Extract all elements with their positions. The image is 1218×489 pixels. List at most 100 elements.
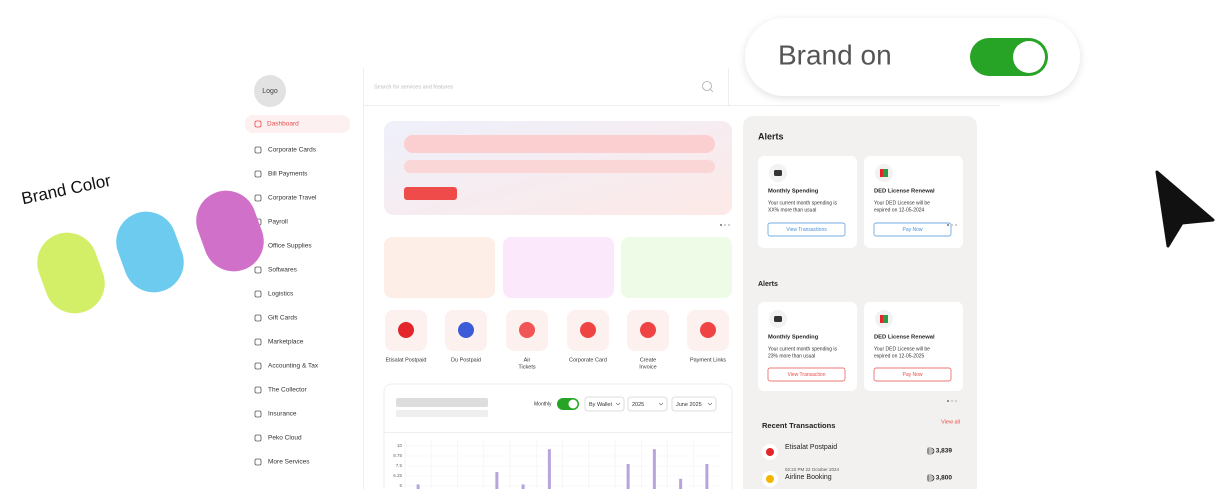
placeholder bbox=[396, 398, 488, 407]
chevron bbox=[707, 402, 713, 406]
banner-button[interactable] bbox=[404, 187, 457, 200]
service-label: Air bbox=[524, 357, 531, 363]
service-label: Tickets bbox=[518, 364, 535, 370]
menu-icon bbox=[254, 170, 262, 178]
menu-item[interactable]: The Collector bbox=[268, 387, 307, 394]
color-swatch[interactable] bbox=[108, 203, 192, 301]
recent-title: Recent Transactions bbox=[762, 421, 835, 430]
menu-item[interactable]: Softwares bbox=[268, 267, 298, 274]
service-label: Payment Links bbox=[690, 357, 726, 363]
service-label: Create bbox=[640, 357, 657, 363]
alert-button[interactable] bbox=[873, 222, 952, 237]
alert-body: Your DED License will be bbox=[874, 346, 930, 352]
menu-item[interactable]: Payroll bbox=[268, 219, 288, 226]
alert-button[interactable] bbox=[767, 367, 846, 382]
sidebar bbox=[235, 68, 363, 489]
flag-red bbox=[880, 315, 883, 323]
filter-dropdown[interactable] bbox=[584, 396, 625, 412]
pager-dot bbox=[954, 223, 958, 227]
cursor bbox=[1155, 170, 1215, 248]
filter-dropdown[interactable] bbox=[627, 396, 668, 412]
alert-title: Monthly Spending bbox=[768, 189, 819, 195]
placeholder bbox=[396, 410, 488, 417]
section-title: Alerts bbox=[758, 131, 784, 141]
mini-toggle-knob bbox=[568, 399, 578, 409]
filter-dropdown[interactable] bbox=[671, 396, 717, 412]
service-icon bbox=[519, 322, 535, 338]
y-tick-label: 10 bbox=[397, 443, 403, 448]
promo-card[interactable] bbox=[621, 237, 732, 298]
bar bbox=[416, 484, 420, 489]
bar bbox=[495, 472, 499, 489]
menu-item[interactable]: Gift Cards bbox=[268, 315, 298, 322]
menu-item[interactable]: Marketplace bbox=[268, 339, 304, 346]
toggle-knob bbox=[1013, 41, 1045, 73]
bar bbox=[679, 478, 683, 489]
pager-dot bbox=[727, 223, 731, 227]
service-icon bbox=[640, 322, 656, 338]
promo-card[interactable] bbox=[503, 237, 614, 298]
service-label: Du Postpaid bbox=[451, 357, 481, 363]
bar bbox=[521, 484, 525, 489]
logo bbox=[254, 75, 286, 107]
section-title: Alerts bbox=[758, 281, 778, 288]
service-icon bbox=[700, 322, 716, 338]
alert-body: Your DED License will be bbox=[874, 200, 930, 206]
service-icon bbox=[458, 322, 474, 338]
search-placeholder[interactable]: Search for services and features bbox=[374, 84, 453, 90]
pager-dot bbox=[946, 399, 950, 403]
service-label: Etisalat Postpaid bbox=[386, 357, 427, 363]
service-label: Invoice bbox=[639, 364, 656, 370]
y-tick-label: 8.75 bbox=[393, 453, 402, 458]
tx-logo bbox=[766, 448, 774, 456]
pager-dot bbox=[950, 399, 954, 403]
search-icon-handle bbox=[710, 89, 714, 93]
alert-button-text: View Transaction bbox=[788, 372, 826, 378]
menu-item[interactable]: More Services bbox=[268, 459, 310, 466]
bar bbox=[626, 464, 630, 489]
alert-body: expired on 12-05-2024 bbox=[874, 207, 925, 213]
menu-item[interactable]: Accounting & Tax bbox=[268, 363, 319, 370]
menu-icon bbox=[254, 434, 262, 442]
menu-item[interactable]: Office Supplies bbox=[268, 243, 312, 250]
color-swatch[interactable] bbox=[188, 182, 272, 280]
tx-name: Etisalat Postpaid bbox=[785, 444, 837, 451]
alert-body: Your current month spending is bbox=[768, 200, 838, 206]
search-icon bbox=[702, 81, 712, 91]
pager-dot bbox=[950, 223, 954, 227]
menu-item[interactable]: Peko Cloud bbox=[268, 435, 302, 442]
menu-icon bbox=[254, 362, 262, 370]
logo-text: Logo bbox=[262, 88, 278, 95]
menu-item[interactable]: Insurance bbox=[268, 411, 297, 418]
menu-item[interactable]: Corporate Cards bbox=[268, 147, 317, 154]
menu-icon bbox=[254, 146, 262, 154]
chevron bbox=[658, 402, 664, 406]
menu-icon bbox=[254, 338, 262, 346]
color-swatch[interactable] bbox=[29, 224, 113, 322]
menu-icon bbox=[254, 120, 262, 128]
service-label: Corporate Card bbox=[569, 357, 607, 363]
alert-button-text: View Transactions bbox=[786, 227, 827, 233]
menu-item[interactable]: Logistics bbox=[268, 291, 294, 298]
alert-button[interactable] bbox=[873, 367, 952, 382]
menu-item[interactable]: Corporate Travel bbox=[268, 195, 317, 202]
currency-symbol bbox=[927, 447, 935, 455]
menu-icon bbox=[254, 290, 262, 298]
alert-icon bbox=[774, 316, 782, 322]
menu-item[interactable]: Dashboard bbox=[267, 121, 299, 128]
alert-button[interactable] bbox=[767, 222, 846, 237]
menu-icon bbox=[254, 458, 262, 466]
y-tick-label: 7.5 bbox=[396, 463, 403, 468]
menu-active-bg bbox=[245, 115, 350, 133]
bar bbox=[547, 449, 551, 489]
menu-icon bbox=[254, 386, 262, 394]
view-all[interactable]: View all bbox=[941, 419, 960, 425]
tx-time: 02:22 PM 22 October 2024 bbox=[785, 467, 840, 472]
toggle-card bbox=[745, 18, 1080, 96]
pager-dot bbox=[719, 223, 723, 227]
toggle-label: Monthly bbox=[534, 401, 552, 407]
promo-card[interactable] bbox=[384, 237, 495, 298]
service-icon bbox=[398, 322, 414, 338]
menu-item[interactable]: Bill Payments bbox=[268, 171, 308, 178]
